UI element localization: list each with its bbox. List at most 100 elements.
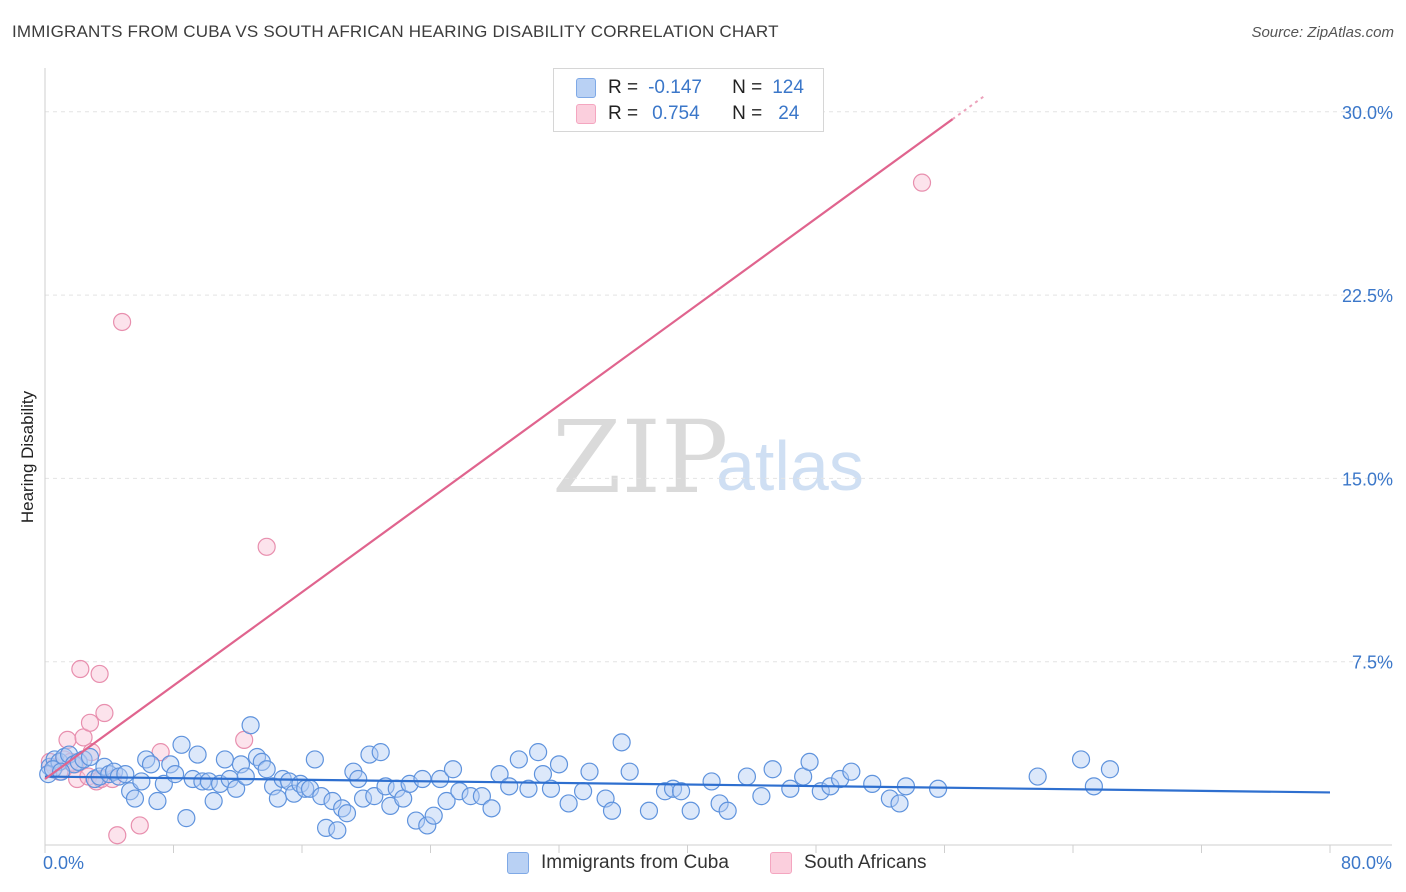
bottom-legend-label-cuba: Immigrants from Cuba [541, 852, 729, 873]
south-africans-point-8 [71, 659, 90, 679]
south-africans-point-21 [151, 743, 170, 762]
cuba-point-71 [424, 806, 443, 825]
cuba-point-30 [199, 772, 218, 791]
watermark-atlas: atlas [716, 427, 864, 505]
cuba-point-52 [316, 818, 336, 837]
cuba-point-85 [541, 779, 561, 798]
cuba-point-119 [1084, 777, 1103, 796]
chart-title: IMMIGRANTS FROM CUBA VS SOUTH AFRICAN HE… [12, 22, 779, 41]
bottom-legend-south-africans: South Africans [770, 852, 927, 874]
cuba-point-56 [337, 804, 357, 823]
cuba-point-60 [360, 745, 379, 764]
legend-r-label: R = [608, 103, 639, 124]
cuba-point-82 [519, 779, 538, 798]
bottom-legend-swatch-cuba [507, 852, 529, 874]
cuba-point-41 [257, 760, 276, 779]
cuba-point-21 [148, 791, 167, 811]
cuba-point-114 [890, 794, 909, 813]
series-cuba-points [39, 716, 1120, 840]
cuba-point-17 [125, 789, 145, 808]
axes [44, 68, 1392, 853]
cuba-point-88 [573, 782, 593, 801]
y-tick-label-2: 22.5% [1342, 286, 1393, 306]
cuba-point-38 [241, 716, 260, 735]
south-africans-point-11 [80, 713, 100, 732]
cuba-point-92 [612, 733, 631, 752]
cuba-point-18 [132, 772, 151, 791]
source-label: Source: ZipAtlas.com [1251, 24, 1394, 41]
south-africans-point-18 [108, 826, 127, 845]
cuba-point-51 [312, 787, 331, 806]
legend-r-value-south-africans: 0.754 [652, 103, 700, 124]
cuba-point-37 [236, 767, 255, 786]
cuba-point-78 [482, 799, 501, 818]
cuba-point-105 [781, 779, 800, 798]
cuba-point-23 [161, 755, 180, 774]
cuba-point-26 [177, 809, 196, 828]
x-tick-labels: 0.0% 80.0% [43, 853, 1392, 873]
cuba-point-35 [227, 779, 246, 798]
x-tick-label-max: 80.0% [1341, 853, 1392, 873]
cuba-point-50 [305, 750, 324, 769]
cuba-point-70 [418, 816, 437, 835]
cuba-point-80 [500, 777, 519, 796]
cuba-point-33 [215, 750, 234, 769]
trend-line-south-africans [44, 118, 954, 780]
cuba-point-87 [559, 794, 578, 813]
legend-n-label: N = [732, 103, 763, 124]
cuba-point-112 [863, 774, 882, 793]
cuba-point-54 [328, 821, 347, 840]
cuba-point-63 [376, 777, 395, 796]
watermark-zip: ZIP [552, 399, 728, 516]
cuba-point-9 [85, 769, 104, 789]
cuba-point-77 [472, 787, 491, 806]
cuba-point-111 [842, 762, 861, 781]
cuba-point-91 [602, 801, 622, 820]
cuba-point-31 [204, 791, 223, 811]
cuba-point-83 [529, 743, 548, 762]
legend-swatch-cuba [576, 78, 596, 98]
cuba-point-24 [166, 765, 185, 784]
cuba-point-59 [353, 789, 373, 808]
cuba-point-117 [1028, 767, 1047, 786]
south-africans-point-16 [95, 703, 114, 723]
cuba-point-20 [141, 755, 161, 774]
cuba-point-8 [80, 747, 100, 767]
south-africans-point-23 [257, 537, 276, 556]
grid-lines [45, 111, 1392, 663]
cuba-point-15 [116, 765, 135, 784]
y-axis-label: Hearing Disability [18, 390, 37, 523]
cuba-point-98 [681, 801, 700, 820]
legend-r-label: R = [608, 77, 639, 98]
cuba-point-62 [371, 743, 390, 762]
cuba-point-25 [172, 735, 191, 754]
cuba-point-28 [188, 745, 207, 764]
cuba-point-81 [509, 750, 528, 769]
cuba-point-43 [268, 789, 288, 808]
cuba-point-101 [718, 801, 737, 820]
legend-n-value-cuba: 124 [772, 77, 804, 98]
cuba-point-120 [1100, 760, 1120, 779]
south-africans-point-14 [90, 664, 109, 684]
watermark: ZIP atlas [552, 399, 864, 516]
stats-legend: R = -0.147 N = 124 R = 0.754 N = 24 [553, 68, 824, 132]
cuba-point-99 [702, 772, 721, 791]
cuba-point-110 [830, 769, 850, 789]
cuba-point-93 [620, 762, 639, 781]
cuba-point-89 [580, 762, 599, 781]
y-tick-labels: 7.5% 15.0% 22.5% 30.0% [1342, 103, 1393, 673]
y-tick-label-0: 7.5% [1352, 653, 1393, 673]
cuba-point-104 [763, 760, 782, 779]
cuba-point-94 [639, 801, 659, 820]
legend-row-cuba: R = -0.147 N = 124 [576, 76, 804, 100]
y-tick-label-1: 15.0% [1342, 469, 1393, 489]
legend-row-south-africans: R = 0.754 N = 24 [576, 102, 799, 126]
south-africans-point-19 [112, 312, 132, 332]
cuba-point-116 [928, 779, 948, 798]
cuba-point-73 [437, 791, 456, 811]
cuba-point-113 [880, 789, 899, 808]
south-africans-point-20 [130, 816, 149, 835]
legend-n-label: N = [732, 77, 763, 98]
south-africans-point-24 [912, 173, 932, 192]
